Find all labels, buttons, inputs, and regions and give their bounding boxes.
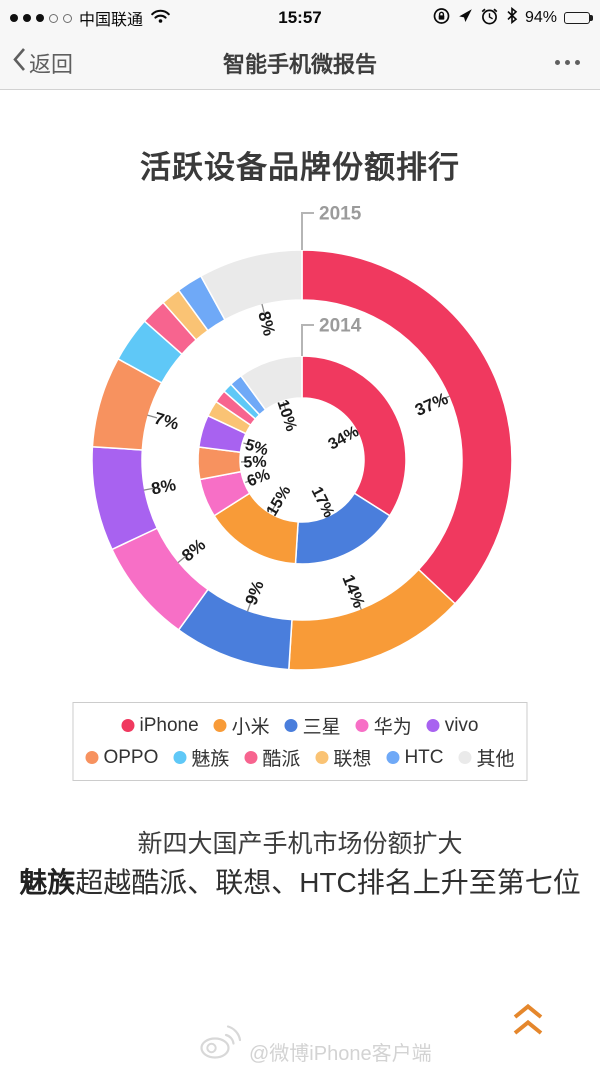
legend-item-vivo: vivo [426,715,479,737]
legend-item-三星: 三星 [284,712,341,739]
ring-year-label-2014: 2014 [319,316,362,337]
slice-label-2014-OPPO: 5% [243,454,267,472]
brand-share-donut-chart: 37%14%9%8%8%7%8%201534%17%15%6%5%5%10%20… [91,204,513,671]
chevron-left-icon [12,47,26,78]
legend-dot [386,751,400,764]
slice-label-2015-OPPO: 7% [152,409,181,434]
nav-bar: 返回 智能手机微报告 [0,36,600,90]
back-label: 返回 [29,51,74,77]
legend-dot [355,719,369,732]
slice-label-2015-小米: 14% [338,572,368,611]
chart-title: 活跃设备品牌份额排行 [140,150,460,185]
slice-label-2015-三星: 9% [242,578,268,608]
carrier-label: 中国联通 [79,12,144,29]
slice-label-2014-其他: 10% [273,398,299,434]
wifi-icon [150,8,171,29]
more-menu-button[interactable] [555,60,600,65]
bluetooth-icon [506,6,518,29]
legend-item-OPPO: OPPO [85,747,158,769]
status-left: 中国联通 [10,6,171,30]
alarm-clock-icon [480,7,499,30]
slice-label-2015-华为: 8% [178,535,209,565]
caption-line2: 魅族超越酷派、联想、HTC排名上升至第七位 [0,861,600,901]
legend-item-华为: 华为 [355,712,412,739]
weibo-watermark: @微博iPhone客户端 [198,1020,432,1066]
caption-line2-bold: 魅族 [19,867,76,898]
watermark-label: @微博iPhone客户端 [249,1043,432,1065]
chevrons-up-icon [512,1003,544,1043]
legend-item-魅族: 魅族 [173,744,229,771]
page-title: 智能手机微报告 [222,51,378,77]
ring-year-label-2015: 2015 [319,204,362,225]
location-arrow-icon [458,8,473,28]
legend-dot [284,719,298,732]
scroll-to-top-button[interactable] [512,1003,544,1044]
donut-slice-2015-小米 [288,568,457,671]
weibo-logo-icon [198,1020,242,1066]
legend-dot [426,719,440,732]
legend-item-其他: 其他 [458,744,515,771]
slice-label-2015-其他: 8% [254,309,279,338]
caption-line1: 新四大国产手机市场份额扩大 [137,830,463,858]
back-button[interactable]: 返回 [0,47,73,79]
caption-line2-rest: 超越酷派、联想、HTC排名上升至第七位 [75,867,581,898]
donut-slice-2015-其他 [199,249,303,321]
orientation-lock-icon [432,7,451,30]
legend-item-HTC: HTC [386,747,444,769]
legend-item-酷派: 酷派 [244,744,300,771]
legend-item-小米: 小米 [213,712,270,739]
battery-icon [564,12,593,24]
slice-label-2014-小米: 15% [264,483,295,519]
legend-dot [173,751,187,764]
donut-slice-2015-iPhone [301,249,513,605]
legend-item-联想: 联想 [315,744,371,771]
legend-dot [213,719,227,732]
slice-label-2015-iPhone: 37% [412,389,451,420]
legend-dot [85,751,99,764]
legend-dot [121,719,135,732]
legend-item-iPhone: iPhone [121,715,199,737]
legend-dot [458,751,472,764]
legend-dot [315,751,329,764]
status-bar: 中国联通 15:57 [0,0,600,36]
slice-label-2014-vivo: 5% [243,437,270,460]
donut-slice-2014-iPhone [301,355,407,517]
cell-signal-dots [10,13,72,23]
slice-label-2015-vivo: 8% [150,475,178,498]
status-right: 94% [432,6,593,30]
legend-dot [244,751,258,764]
clock-time: 15:57 [278,8,322,27]
chart-legend: iPhone 小米 三星 华为 vivo OPPO 魅族 酷派 联想 HTC 其他 [72,702,528,781]
battery-percent-label: 94% [524,9,557,26]
